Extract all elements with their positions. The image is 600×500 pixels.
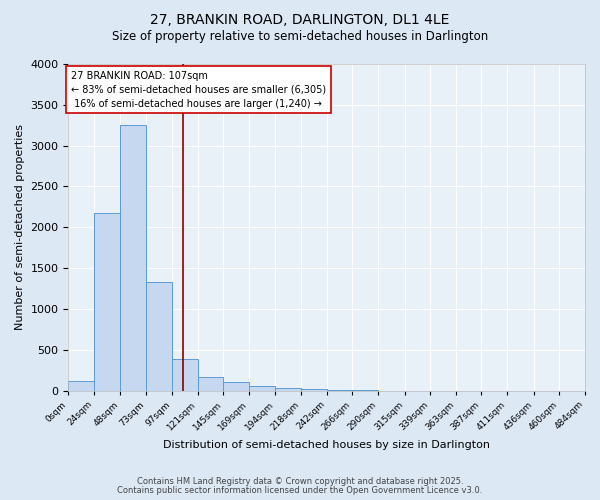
Y-axis label: Number of semi-detached properties: Number of semi-detached properties [15,124,25,330]
Text: Contains public sector information licensed under the Open Government Licence v3: Contains public sector information licen… [118,486,482,495]
Bar [94,214,119,390]
Text: 27 BRANKIN ROAD: 107sqm
← 83% of semi-detached houses are smaller (6,305)
 16% o: 27 BRANKIN ROAD: 107sqm ← 83% of semi-de… [71,70,326,108]
Bar [223,382,249,390]
Text: 27, BRANKIN ROAD, DARLINGTON, DL1 4LE: 27, BRANKIN ROAD, DARLINGTON, DL1 4LE [151,12,449,26]
Bar [68,381,94,390]
X-axis label: Distribution of semi-detached houses by size in Darlington: Distribution of semi-detached houses by … [163,440,490,450]
Bar [249,386,275,390]
Bar [197,378,223,390]
Text: Contains HM Land Registry data © Crown copyright and database right 2025.: Contains HM Land Registry data © Crown c… [137,477,463,486]
Bar [275,388,301,390]
Bar [119,125,146,390]
Bar [146,282,172,391]
Text: Size of property relative to semi-detached houses in Darlington: Size of property relative to semi-detach… [112,30,488,43]
Bar [172,358,197,390]
